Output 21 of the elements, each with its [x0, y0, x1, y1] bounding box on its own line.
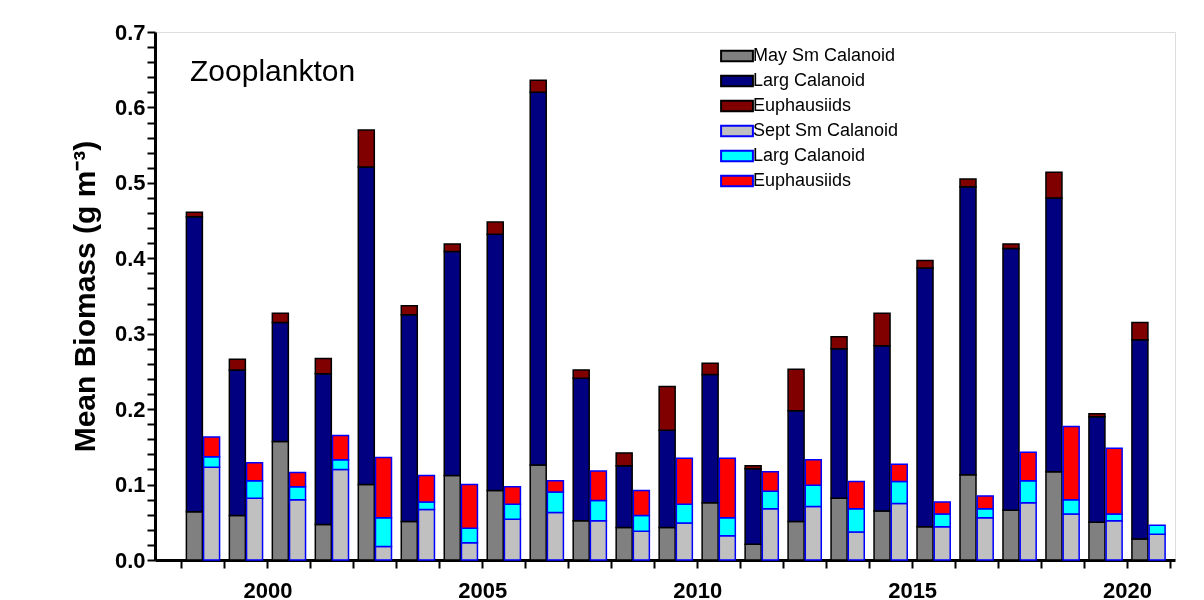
annotation: Zooplankton: [190, 54, 356, 87]
y-tick-label: 0.7: [114, 19, 146, 45]
y-tick-label: 0.6: [114, 94, 146, 120]
y-tick-label: 0.0: [114, 547, 146, 573]
y-axis-title: Mean Biomass (g m⁻³): [67, 140, 101, 453]
x-tick-label: 2010: [673, 577, 723, 600]
legend-label: Larg Calanoid: [753, 145, 866, 165]
y-tick-label: 0.5: [114, 170, 146, 196]
legend-label: Euphausiids: [753, 95, 852, 115]
x-tick-label: 2020: [1103, 577, 1152, 600]
y-tick-label: 0.2: [114, 396, 146, 422]
legend-label: May Sm Calanoid: [753, 45, 896, 65]
legend-label: Euphausiids: [753, 170, 852, 190]
y-tick-label: 0.3: [114, 321, 146, 347]
x-tick-label: 2005: [458, 577, 508, 600]
x-tick-label: 2000: [243, 577, 293, 600]
legend-label: Larg Calanoid: [753, 70, 866, 90]
x-tick-label: 2015: [888, 577, 938, 600]
legend-label: Sept Sm Calanoid: [753, 120, 899, 140]
y-tick-label: 0.4: [114, 245, 147, 271]
y-tick-label: 0.1: [114, 472, 146, 498]
